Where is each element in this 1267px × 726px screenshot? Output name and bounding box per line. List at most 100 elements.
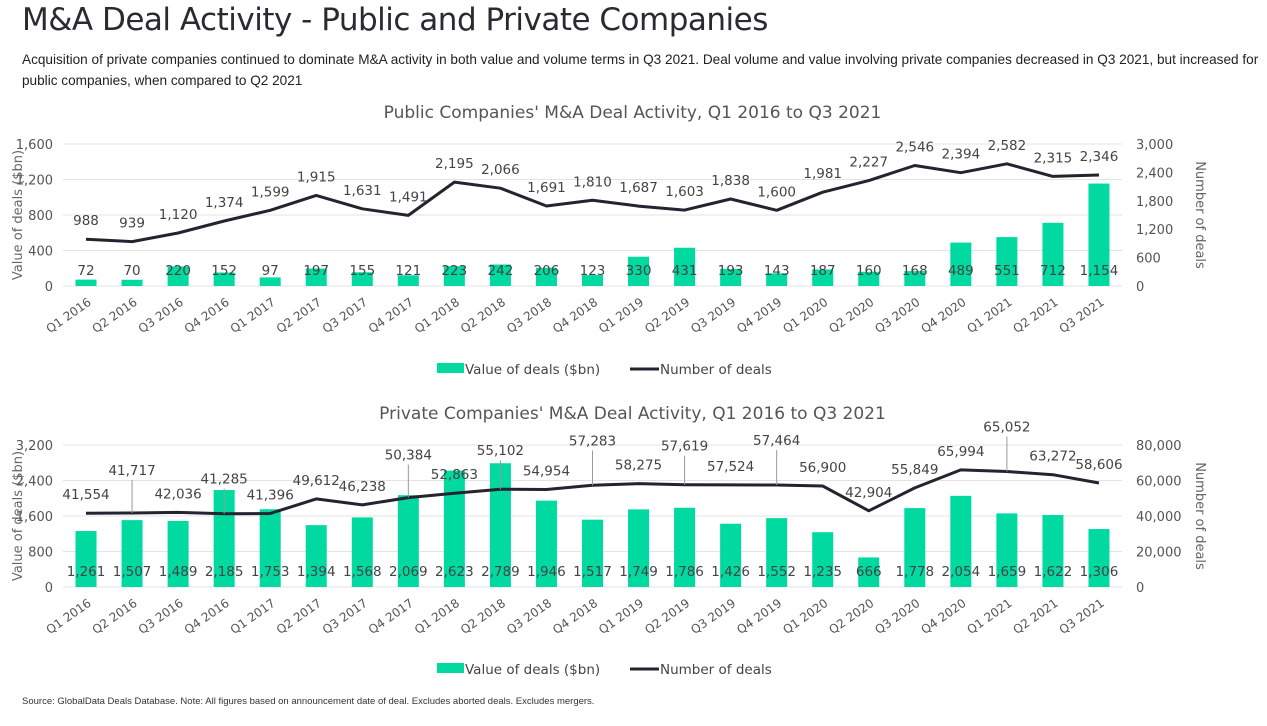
bar — [628, 256, 650, 286]
bar — [167, 266, 189, 286]
bar-data-label: 1,749 — [619, 564, 658, 580]
line-data-label: 1,599 — [251, 184, 290, 200]
y-tick-label: 800 — [28, 546, 53, 561]
x-tick-label: Q1 2019 — [596, 596, 646, 637]
y-right-tick-label: 20,000 — [1136, 546, 1182, 561]
line-data-label: 1,810 — [573, 174, 612, 190]
bar — [351, 517, 373, 587]
y-tick-label: 0 — [45, 280, 53, 295]
bar — [397, 495, 419, 587]
bar-data-label: 1,517 — [573, 564, 612, 580]
bar-data-label: 123 — [580, 263, 606, 279]
line-data-label: 63,272 — [1029, 449, 1076, 465]
x-tick-label: Q2 2018 — [458, 596, 508, 637]
line-data-label: 41,285 — [201, 472, 248, 488]
private-companies-chart: Private Companies' M&A Deal Activity, Q1… — [11, 404, 1207, 678]
y-tick-label: 2,400 — [16, 475, 53, 490]
bar-data-label: 1,659 — [988, 564, 1027, 580]
bar — [259, 509, 281, 587]
line-data-label: 2,582 — [988, 138, 1027, 154]
x-tick-label: Q4 2019 — [734, 596, 784, 637]
bar — [535, 267, 557, 286]
bar-data-label: 1,786 — [665, 564, 704, 580]
bar-data-label: 97 — [262, 263, 279, 279]
bar — [305, 525, 327, 587]
x-tick-label: Q1 2021 — [964, 596, 1014, 637]
bar-data-label: 1,235 — [803, 564, 842, 580]
bar — [950, 242, 972, 286]
x-tick-label: Q2 2017 — [274, 596, 324, 637]
x-tick-label: Q2 2020 — [826, 596, 876, 637]
x-tick-label: Q2 2021 — [1010, 596, 1060, 637]
bar-data-label: 143 — [764, 263, 790, 279]
line-data-label: 2,227 — [849, 155, 888, 171]
y-axis-label: Value of deals ($bn) — [11, 150, 26, 280]
line-data-label: 1,491 — [389, 189, 428, 205]
y-tick-label: 1,600 — [16, 138, 53, 153]
bar-data-label: 206 — [534, 263, 560, 279]
bar-data-label: 155 — [349, 263, 375, 279]
bar — [305, 268, 327, 286]
bar — [1088, 183, 1110, 286]
x-tick-label: Q3 2020 — [872, 596, 922, 637]
legend-swatch-bar — [437, 363, 464, 373]
bar-data-label: 1,753 — [251, 564, 290, 580]
bar-data-label: 1,306 — [1080, 564, 1119, 580]
line-data-label: 65,052 — [983, 420, 1030, 436]
x-tick-label: Q1 2016 — [44, 596, 94, 637]
page-subtitle: Acquisition of private companies continu… — [22, 52, 1259, 88]
line-data-label: 54,954 — [523, 463, 570, 479]
y-tick-label: 1,200 — [16, 174, 53, 189]
line-data-label: 50,384 — [385, 448, 432, 464]
y-tick-label: 400 — [28, 245, 53, 260]
y-right-axis-label: Number of deals — [1192, 161, 1207, 269]
line-data-label: 1,915 — [297, 169, 336, 185]
line-data-label: 939 — [119, 216, 145, 232]
x-tick-label: Q1 2018 — [412, 596, 462, 637]
line-data-label: 2,066 — [481, 162, 520, 178]
bar — [720, 268, 742, 286]
bar — [121, 279, 143, 286]
bar — [766, 518, 788, 587]
y-tick-label: 0 — [45, 581, 53, 596]
bar-data-label: 712 — [1040, 263, 1066, 279]
bar — [582, 519, 603, 587]
bar — [167, 520, 189, 587]
bar — [443, 470, 465, 587]
bar-data-label: 121 — [395, 263, 421, 279]
bar-data-label: 2,623 — [435, 564, 474, 580]
bar-data-label: 2,069 — [389, 564, 428, 580]
bar — [397, 275, 419, 286]
y-right-axis-label: Number of deals — [1192, 462, 1207, 570]
line-data-label: 41,554 — [62, 487, 109, 503]
x-tick-label: Q4 2020 — [918, 596, 968, 637]
line-data-label: 58,606 — [1075, 457, 1122, 473]
line-series — [85, 162, 1100, 244]
bar — [674, 507, 696, 587]
line-data-label: 41,717 — [108, 463, 155, 479]
bar-data-label: 70 — [123, 263, 140, 279]
x-tick-label: Q4 2017 — [366, 596, 416, 637]
bar-data-label: 1,568 — [343, 564, 382, 580]
bar — [443, 266, 465, 286]
y-right-tick-label: 80,000 — [1136, 439, 1182, 454]
bar-data-label: 1,426 — [711, 564, 750, 580]
bar-data-label: 1,552 — [757, 564, 796, 580]
bar-data-label: 160 — [856, 263, 882, 279]
bar-data-label: 197 — [303, 263, 329, 279]
x-tick-label: Q3 2017 — [320, 596, 370, 637]
line-data-label: 2,315 — [1034, 150, 1073, 166]
y-tick-label: 3,200 — [16, 439, 53, 454]
chart-title: Private Companies' M&A Deal Activity, Q1… — [379, 404, 886, 424]
bar — [996, 237, 1018, 286]
x-tick-label: Q3 2018 — [504, 596, 554, 637]
y-tick-label: 800 — [28, 209, 53, 224]
line-data-label: 1,981 — [803, 166, 842, 182]
bar — [996, 513, 1018, 587]
y-right-tick-label: 3,000 — [1136, 138, 1173, 153]
line-data-label: 56,900 — [799, 460, 846, 476]
bar-data-label: 1,489 — [159, 564, 198, 580]
bar-data-label: 193 — [718, 263, 744, 279]
line-data-label: 1,120 — [159, 207, 198, 223]
bar-data-label: 489 — [948, 263, 974, 279]
